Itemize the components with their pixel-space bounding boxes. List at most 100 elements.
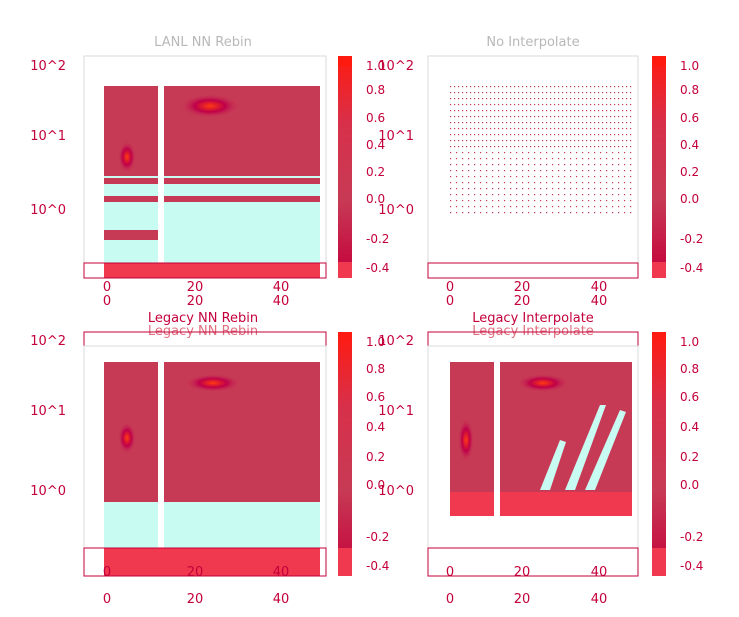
- data-point: [466, 92, 468, 94]
- data-point: [566, 86, 568, 88]
- data-point: [462, 86, 464, 88]
- data-point: [618, 206, 620, 208]
- data-point: [630, 116, 632, 118]
- data-point: [534, 158, 536, 160]
- data-point: [552, 176, 554, 178]
- x-tick-label: 0: [446, 592, 454, 607]
- data-point: [454, 104, 456, 106]
- data-point: [626, 98, 628, 100]
- data-point: [450, 98, 452, 100]
- data-point: [482, 128, 484, 130]
- data-point: [526, 140, 528, 142]
- data-point: [570, 212, 572, 214]
- data-point: [502, 110, 504, 112]
- data-point: [594, 152, 596, 154]
- data-point: [546, 206, 548, 208]
- data-point: [588, 188, 590, 190]
- data-point: [490, 110, 492, 112]
- data-point: [546, 158, 548, 160]
- data-point: [624, 152, 626, 154]
- data-point: [498, 146, 500, 148]
- panel-title: Legacy Interpolate: [472, 311, 594, 326]
- data-point: [462, 104, 464, 106]
- data-point: [558, 176, 560, 178]
- data-point: [546, 152, 548, 154]
- data-point: [570, 182, 572, 184]
- data-point: [526, 104, 528, 106]
- data-point: [582, 98, 584, 100]
- data-point: [522, 194, 524, 196]
- data-point: [588, 206, 590, 208]
- data-point: [458, 140, 460, 142]
- data-point: [514, 122, 516, 124]
- data-point: [474, 194, 476, 196]
- data-point: [566, 146, 568, 148]
- data-point: [630, 170, 632, 172]
- data-point: [606, 92, 608, 94]
- data-point: [458, 104, 460, 106]
- data-point: [582, 206, 584, 208]
- data-point: [554, 134, 556, 136]
- colorbar-tick-label: 0.0: [680, 478, 699, 492]
- y-tick-label: 10^2: [378, 59, 414, 74]
- data-point: [594, 170, 596, 172]
- data-point: [534, 176, 536, 178]
- data-point: [492, 206, 494, 208]
- data-point: [546, 128, 548, 130]
- data-point: [498, 182, 500, 184]
- data-point: [586, 146, 588, 148]
- data-point: [578, 140, 580, 142]
- data-point: [526, 86, 528, 88]
- data-point: [454, 86, 456, 88]
- data-point: [546, 98, 548, 100]
- data-point: [510, 146, 512, 148]
- data-point: [588, 152, 590, 154]
- heatmap-band: [104, 178, 320, 184]
- data-point: [622, 128, 624, 130]
- data-point: [564, 152, 566, 154]
- data-point: [510, 104, 512, 106]
- data-point: [510, 86, 512, 88]
- data-point: [482, 134, 484, 136]
- data-point: [494, 140, 496, 142]
- data-point: [498, 98, 500, 100]
- data-point: [590, 110, 592, 112]
- data-point: [610, 92, 612, 94]
- data-point: [504, 152, 506, 154]
- data-point: [510, 212, 512, 214]
- data-point: [468, 188, 470, 190]
- hotspot: [517, 374, 569, 392]
- data-point: [510, 194, 512, 196]
- data-point: [618, 182, 620, 184]
- data-point: [594, 86, 596, 88]
- data-point: [454, 122, 456, 124]
- data-point: [614, 122, 616, 124]
- colorbar-bottom-cap: [652, 262, 666, 278]
- data-point: [474, 152, 476, 154]
- data-point: [456, 152, 458, 154]
- hotspot: [458, 418, 474, 462]
- data-point: [542, 98, 544, 100]
- data-point: [474, 134, 476, 136]
- data-point: [510, 92, 512, 94]
- data-point: [570, 194, 572, 196]
- data-point: [522, 86, 524, 88]
- data-point: [458, 98, 460, 100]
- data-point: [582, 152, 584, 154]
- data-point: [506, 92, 508, 94]
- data-point: [546, 140, 548, 142]
- data-point: [462, 146, 464, 148]
- data-point: [552, 158, 554, 160]
- data-point: [598, 134, 600, 136]
- data-point: [462, 200, 464, 202]
- data-point: [480, 188, 482, 190]
- data-point: [470, 122, 472, 124]
- data-point: [474, 110, 476, 112]
- x-tick-label: 20: [514, 565, 531, 580]
- data-point: [498, 134, 500, 136]
- data-point: [522, 176, 524, 178]
- data-point: [514, 134, 516, 136]
- data-point: [534, 152, 536, 154]
- data-point: [614, 146, 616, 148]
- data-point: [558, 92, 560, 94]
